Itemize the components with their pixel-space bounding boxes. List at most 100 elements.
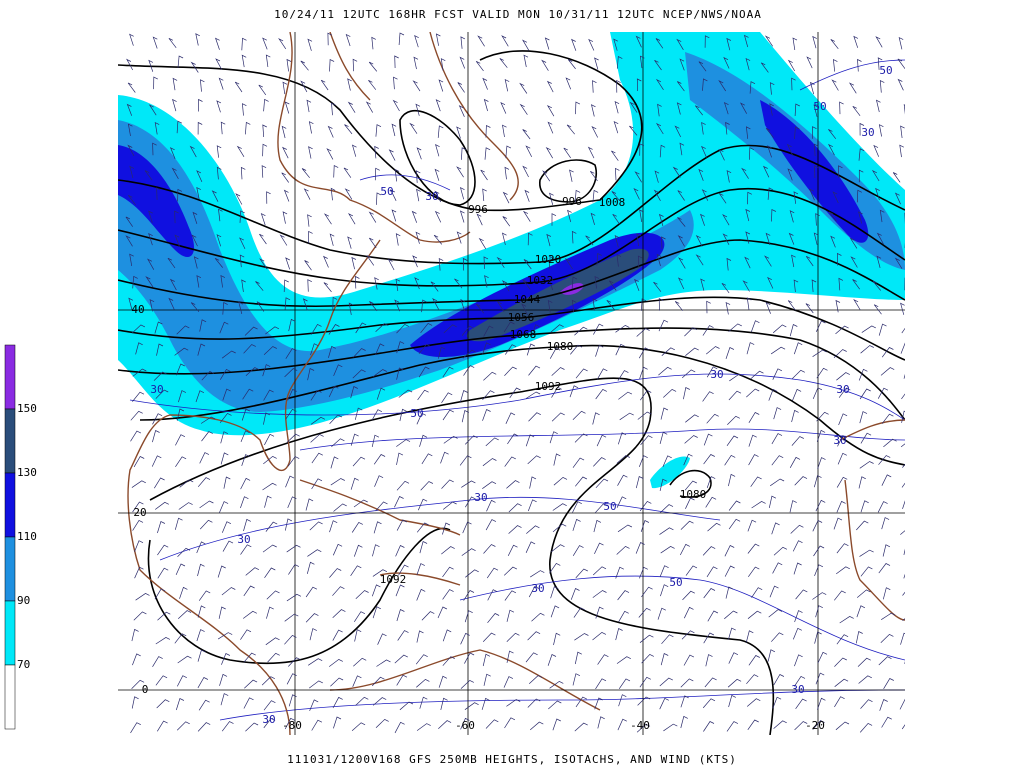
wind-barb [332, 543, 343, 556]
wind-barb [220, 274, 226, 288]
wind-barb [728, 390, 742, 401]
wind-barb [157, 544, 169, 556]
wind-barb [656, 253, 662, 267]
wind-barb [435, 33, 441, 46]
wind-barb [827, 143, 835, 156]
wind-barb [552, 718, 561, 731]
wind-barb [235, 193, 243, 205]
wind-barb [746, 297, 752, 310]
wind-barb [575, 696, 587, 708]
wind-barb [765, 127, 774, 138]
wind-barb [442, 566, 454, 578]
wind-barb [597, 654, 609, 665]
colorbar: 150 130 110 90 70 [4, 344, 37, 730]
wind-barb [789, 500, 797, 513]
wind-barb [551, 412, 565, 422]
wind-barb [836, 634, 849, 645]
wind-barb [615, 343, 625, 356]
wind-barb [132, 275, 138, 289]
wind-barb [530, 570, 545, 578]
wind-barb [393, 76, 398, 90]
wind-barb [542, 170, 551, 182]
wind-barb [198, 590, 211, 601]
wind-barb [128, 297, 134, 310]
wind-barb [859, 549, 874, 557]
wind-barb [702, 391, 714, 402]
wind-barb [328, 324, 340, 335]
wind-barb [174, 347, 189, 356]
title: 10/24/11 12UTC 168HR FCST VALID MON 10/3… [274, 8, 762, 21]
wind-barb [878, 124, 884, 137]
wind-barb [587, 146, 595, 159]
wind-barb [548, 700, 562, 710]
wind-barb [856, 520, 869, 531]
wind-barb [234, 81, 243, 93]
wind-barb [156, 187, 161, 200]
wind-barb [221, 350, 236, 359]
height-label: 1080 [680, 488, 707, 501]
wind-barb [747, 543, 760, 554]
wind-barb [571, 38, 577, 51]
wind-barb [420, 481, 434, 491]
wind-barb [258, 84, 267, 96]
wind-barb [330, 478, 345, 486]
wind-barb [265, 326, 280, 335]
wind-barb [351, 144, 357, 157]
wind-barb [175, 456, 187, 467]
wind-barb [722, 233, 730, 245]
wind-barb [126, 103, 133, 116]
wind-barb [216, 166, 222, 180]
wind-barb [199, 452, 210, 464]
wind-barb [347, 101, 356, 113]
wind-barb [355, 696, 369, 706]
wind-barb [567, 59, 576, 70]
wind-barb [703, 632, 715, 644]
wind-barb [835, 721, 850, 731]
wind-barb [152, 413, 163, 425]
wind-barb [154, 477, 165, 489]
wind-barb [812, 387, 823, 400]
wind-barb [177, 188, 183, 202]
wind-barb [680, 695, 689, 708]
wind-barb [259, 233, 267, 245]
wind-barb [199, 319, 207, 332]
wind-barb [790, 524, 804, 534]
wind-barb [728, 652, 739, 664]
wind-barb [216, 100, 222, 113]
wind-barb [772, 696, 782, 709]
wind-barb [350, 565, 362, 576]
wind-barb [351, 722, 366, 732]
wind-barb [772, 368, 783, 380]
wind-barb [660, 407, 669, 420]
wind-barb [333, 364, 343, 377]
wind-barb [482, 342, 491, 355]
wind-barb [462, 521, 472, 534]
wind-barb [328, 658, 343, 667]
wind-barb [278, 37, 287, 50]
wind-barb [879, 80, 885, 93]
wind-barb [812, 592, 827, 600]
wind-barb [286, 593, 302, 602]
wind-barb [768, 609, 783, 618]
wind-barb [409, 122, 418, 134]
wind-barb [415, 231, 421, 244]
wind-barb [593, 519, 602, 533]
wind-barb [762, 165, 770, 178]
wind-barb [390, 189, 397, 201]
wind-barb [629, 125, 638, 136]
wind-barb [659, 565, 669, 577]
wind-barb [860, 500, 869, 513]
wind-barb [287, 496, 297, 509]
wind-barb [286, 544, 301, 553]
wind-barb [881, 413, 894, 424]
wind-barb [241, 103, 247, 116]
wind-barb [528, 365, 541, 376]
wind-barb [892, 172, 901, 183]
wind-barb [395, 545, 405, 557]
wind-barb [811, 279, 817, 293]
wind-barb [459, 187, 465, 200]
wind-barb [597, 716, 605, 729]
wind-barb [858, 169, 864, 183]
wind-barb [787, 300, 796, 311]
wind-barb [549, 192, 554, 205]
